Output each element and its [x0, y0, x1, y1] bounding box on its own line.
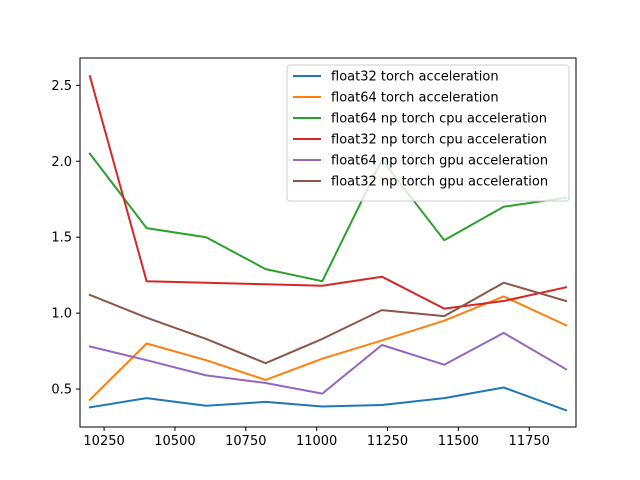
legend-box — [286, 64, 570, 202]
legend: float32 torch acceleration float64 torch … — [286, 64, 570, 202]
y-axis: 0.5 1.0 1.5 2.0 2.5 — [51, 79, 80, 398]
series-line-4 — [88, 74, 568, 310]
x-tick-label: 10500 — [154, 434, 195, 449]
legend-label: float64 torch acceleration — [331, 91, 499, 106]
x-tick-label: 11000 — [296, 434, 337, 449]
y-tick-label: 2.5 — [51, 79, 72, 94]
plot-area-frame — [79, 57, 577, 428]
x-tick-label: 11500 — [438, 434, 479, 449]
series-line-2 — [88, 295, 568, 402]
x-tick-label: 10750 — [225, 434, 266, 449]
x-tick-label: 11750 — [509, 434, 550, 449]
legend-label: float32 torch acceleration — [331, 70, 499, 85]
y-tick-label: 1.0 — [51, 307, 72, 322]
series-lines — [88, 74, 568, 412]
legend-label: float64 np torch gpu acceleration — [331, 154, 548, 169]
x-axis: 10250 10500 10750 11000 11250 11500 11750 — [83, 427, 550, 449]
y-tick-label: 0.5 — [51, 383, 72, 398]
series-line-5 — [88, 331, 568, 395]
y-tick-label: 1.5 — [51, 231, 72, 246]
legend-label: float64 np torch cpu acceleration — [331, 112, 547, 127]
series-line-1 — [88, 386, 568, 412]
series-line-3 — [88, 152, 568, 283]
y-tick-label: 2.0 — [51, 155, 72, 170]
x-tick-label: 11250 — [367, 434, 408, 449]
x-tick-label: 10250 — [83, 434, 124, 449]
legend-label: float32 np torch gpu acceleration — [331, 175, 548, 190]
series-line-6 — [88, 281, 568, 365]
legend-label: float32 np torch cpu acceleration — [331, 133, 547, 148]
